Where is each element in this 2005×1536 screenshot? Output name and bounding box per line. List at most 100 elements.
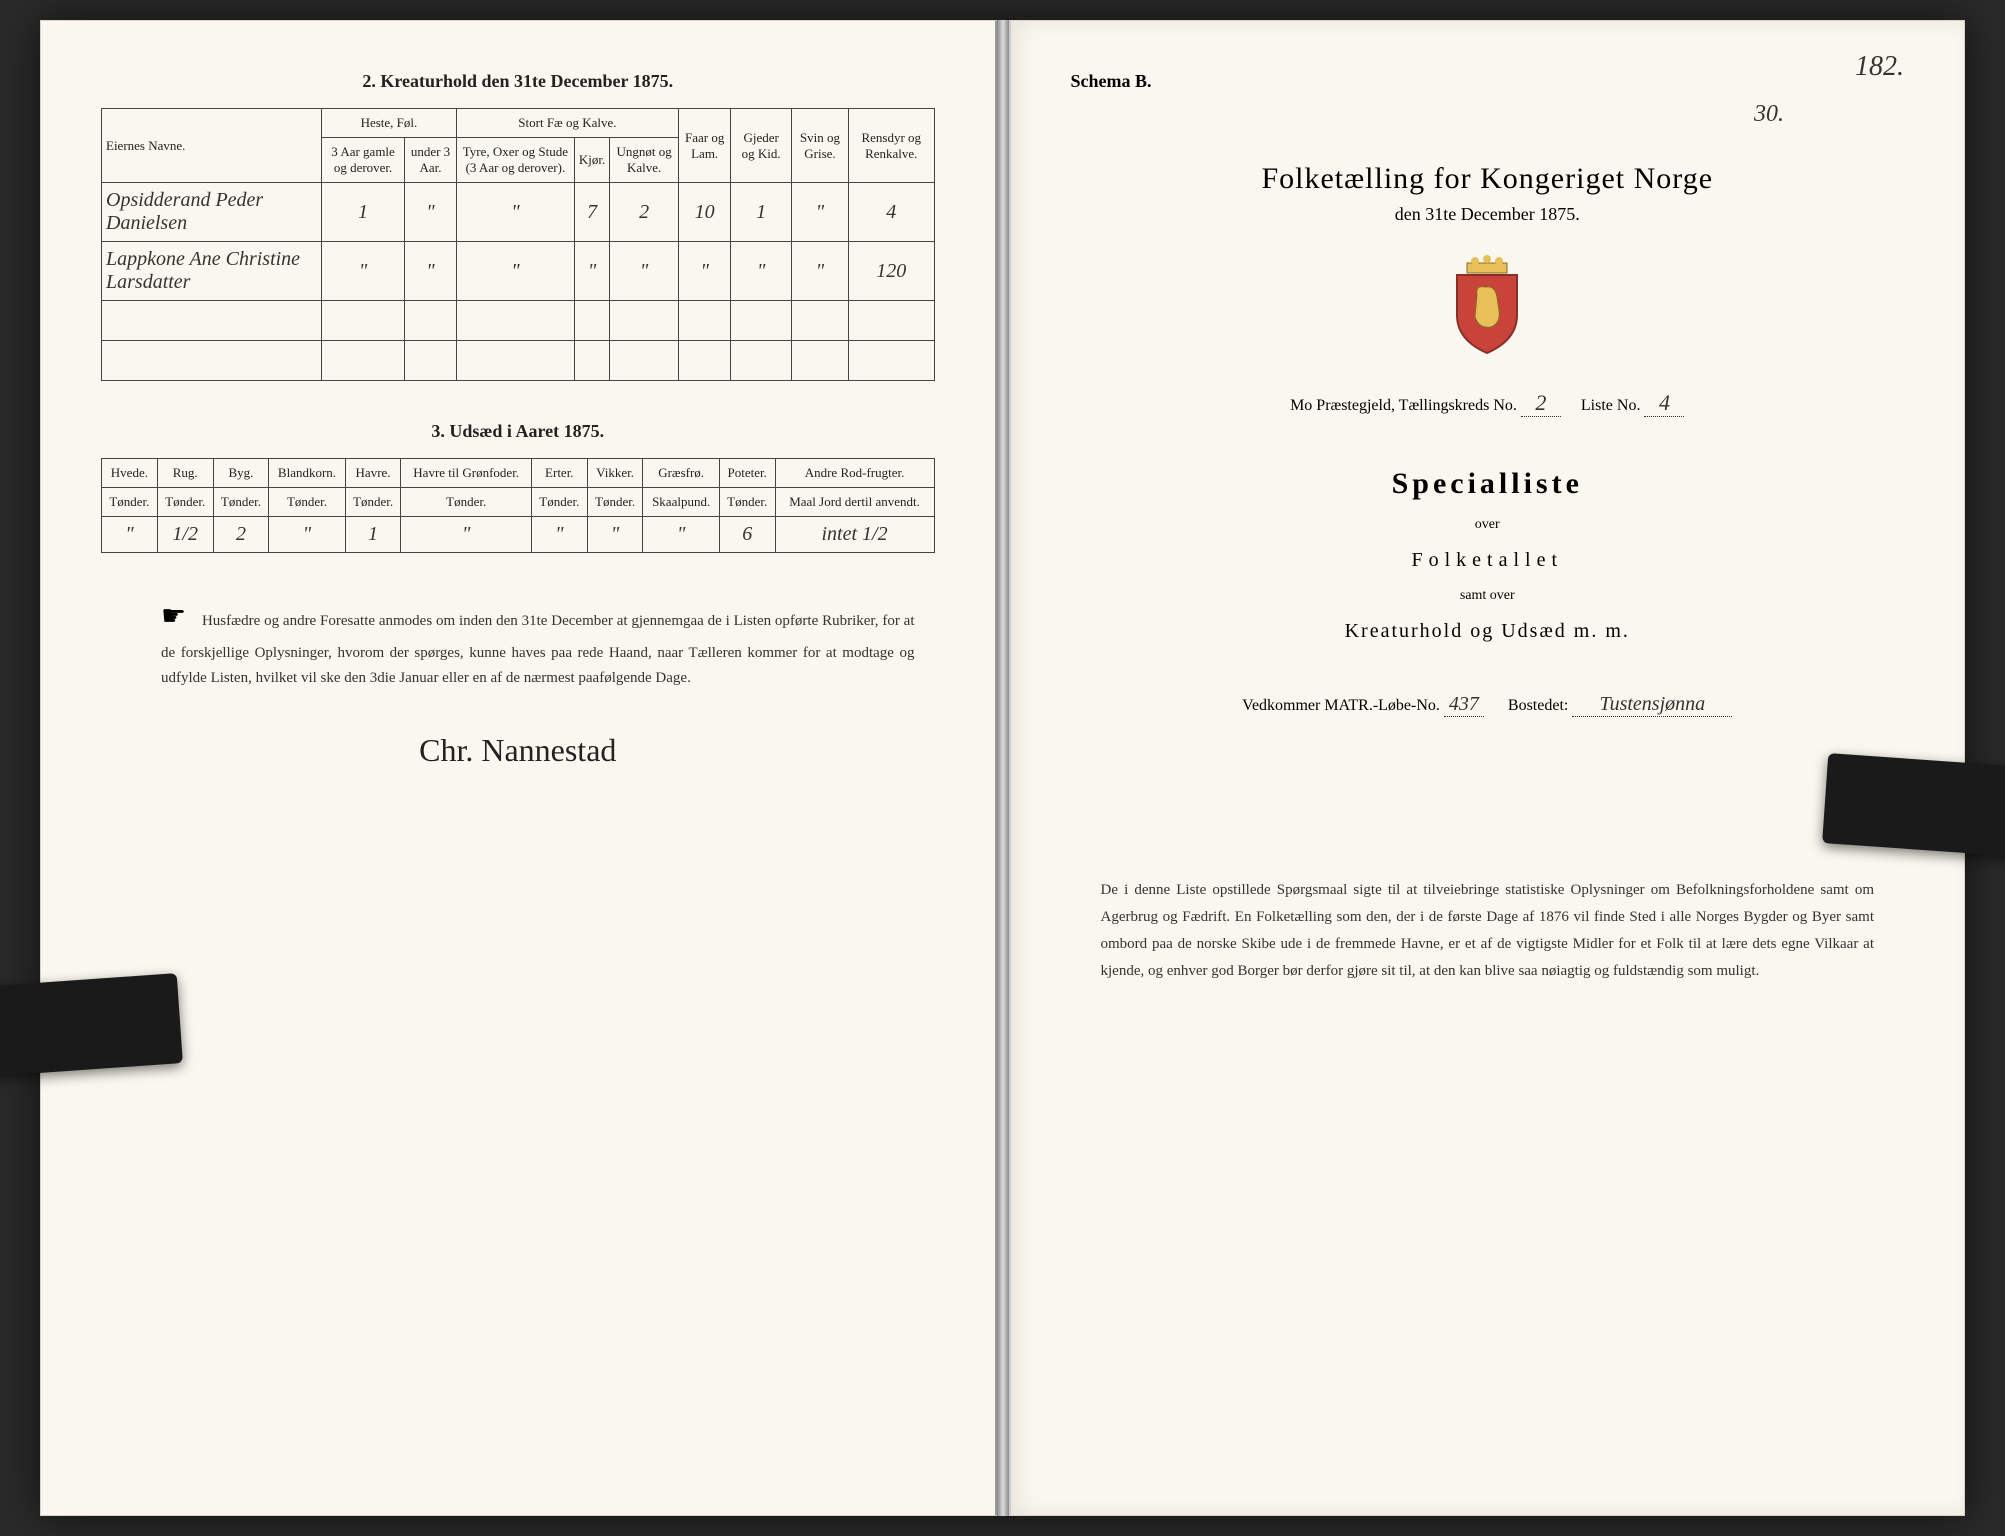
col-heste-under3: under 3 Aar.	[405, 138, 457, 183]
cell: "	[791, 242, 848, 301]
matr-no: 437	[1444, 693, 1484, 717]
cell: 4	[849, 183, 935, 242]
body-paragraph: De i denne Liste opstillede Spørgsmaal s…	[1101, 877, 1875, 985]
table-row: Lappkone Ane Christine Larsdatter " " " …	[102, 242, 935, 301]
empty-row	[102, 341, 935, 381]
col-havre: Havre.	[345, 459, 401, 488]
cell: 2	[213, 517, 269, 553]
col-fae-kjor: Kjør.	[574, 138, 609, 183]
cell: "	[531, 517, 587, 553]
cell: 120	[849, 242, 935, 301]
cell: 7	[574, 183, 609, 242]
specialliste-heading: Specialliste	[1071, 467, 1905, 501]
udsaed-table: Hvede. Rug. Byg. Blandkorn. Havre. Havre…	[101, 458, 935, 553]
unit: Tønder.	[719, 488, 775, 517]
cell: 1	[731, 183, 792, 242]
right-page: Schema B. 182. 30. Folketælling for Kong…	[1009, 20, 1966, 1516]
folketallet-heading: Folketallet	[1071, 549, 1905, 572]
census-date: den 31te December 1875.	[1071, 204, 1905, 225]
col-fae-ungnot: Ungnøt og Kalve.	[610, 138, 679, 183]
cell: "	[401, 517, 531, 553]
cell: "	[405, 183, 457, 242]
liste-no: 4	[1644, 390, 1684, 417]
vedkommer-label: Vedkommer MATR.-Løbe-No.	[1242, 697, 1440, 714]
unit: Tønder.	[269, 488, 345, 517]
unit: Tønder.	[401, 488, 531, 517]
kreaturhold-table: Eiernes Navne. Heste, Føl. Stort Fæ og K…	[101, 108, 935, 381]
cell: "	[678, 242, 730, 301]
col-erter: Erter.	[531, 459, 587, 488]
district-line: Mo Præstegjeld, Tællingskreds No. 2 List…	[1071, 390, 1905, 417]
liste-label: Liste No.	[1581, 397, 1641, 414]
bosted-label: Bostedet:	[1508, 697, 1568, 714]
section2-title: 2. Kreaturhold den 31te December 1875.	[101, 71, 935, 92]
schema-label: Schema B.	[1071, 71, 1905, 92]
unit: Tønder.	[213, 488, 269, 517]
prefix: Mo Præstegjeld, Tællingskreds No.	[1290, 397, 1517, 414]
unit: Tønder.	[531, 488, 587, 517]
left-page: 2. Kreaturhold den 31te December 1875. E…	[40, 20, 997, 1516]
binder-clip-icon	[1822, 753, 2005, 857]
colgroup-heste: Heste, Føl.	[322, 109, 457, 138]
census-title: Folketælling for Kongeriget Norge	[1071, 162, 1905, 196]
col-gjeder: Gjeder og Kid.	[731, 109, 792, 183]
cell: intet 1/2	[775, 517, 934, 553]
coat-of-arms-icon	[1071, 255, 1905, 360]
col-byg: Byg.	[213, 459, 269, 488]
cell: 1/2	[157, 517, 213, 553]
book-spine	[997, 20, 1009, 1516]
cell: "	[791, 183, 848, 242]
note-text: Husfædre og andre Foresatte anmodes om i…	[161, 613, 915, 686]
empty-row	[102, 301, 935, 341]
unit: Maal Jord dertil anvendt.	[775, 488, 934, 517]
instruction-note: ☛ Husfædre og andre Foresatte anmodes om…	[161, 593, 915, 692]
col-heste-3aar: 3 Aar gamle og derover.	[322, 138, 405, 183]
signature-block: Chr. Nannestad	[101, 732, 935, 769]
page-number-182: 182.	[1855, 51, 1904, 83]
col-rodfrugter: Andre Rod-frugter.	[775, 459, 934, 488]
cell: "	[731, 242, 792, 301]
col-svin: Svin og Grise.	[791, 109, 848, 183]
unit: Tønder.	[157, 488, 213, 517]
kreds-no: 2	[1521, 390, 1561, 417]
owner-name: Lappkone Ane Christine Larsdatter	[102, 242, 322, 301]
section3-title: 3. Udsæd i Aaret 1875.	[101, 421, 935, 442]
cell: 2	[610, 183, 679, 242]
table-row: Opsidderand Peder Danielsen 1 " " 7 2 10…	[102, 183, 935, 242]
owner-name: Opsidderand Peder Danielsen	[102, 183, 322, 242]
pointing-hand-icon: ☛	[161, 601, 186, 632]
cell: "	[456, 242, 574, 301]
cell: 1	[322, 183, 405, 242]
cell: "	[643, 517, 719, 553]
colgroup-fae: Stort Fæ og Kalve.	[456, 109, 678, 138]
cell: 6	[719, 517, 775, 553]
unit: Tønder.	[345, 488, 401, 517]
col-havre-gron: Havre til Grønfoder.	[401, 459, 531, 488]
cell: 1	[345, 517, 401, 553]
page-number-30: 30.	[1754, 101, 1784, 128]
unit: Skaalpund.	[643, 488, 719, 517]
open-book: 2. Kreaturhold den 31te December 1875. E…	[40, 20, 1965, 1516]
col-rug: Rug.	[157, 459, 213, 488]
col-vikker: Vikker.	[587, 459, 643, 488]
cell: "	[610, 242, 679, 301]
table-row: " 1/2 2 " 1 " " " " 6 intet 1/2	[102, 517, 935, 553]
cell: "	[322, 242, 405, 301]
col-rensdyr: Rensdyr og Renkalve.	[849, 109, 935, 183]
cell: "	[456, 183, 574, 242]
over-label: over	[1071, 517, 1905, 533]
col-graesfro: Græsfrø.	[643, 459, 719, 488]
col-blandkorn: Blandkorn.	[269, 459, 345, 488]
unit: Tønder.	[587, 488, 643, 517]
matr-line: Vedkommer MATR.-Løbe-No. 437 Bostedet: T…	[1071, 693, 1905, 717]
bosted-value: Tustensjønna	[1572, 693, 1732, 717]
cell: "	[102, 517, 158, 553]
cell: "	[587, 517, 643, 553]
col-eiernes-navne: Eiernes Navne.	[102, 109, 322, 183]
cell: "	[574, 242, 609, 301]
col-poteter: Poteter.	[719, 459, 775, 488]
col-fae-tyre: Tyre, Oxer og Stude (3 Aar og derover).	[456, 138, 574, 183]
col-faar: Faar og Lam.	[678, 109, 730, 183]
samt-label: samt over	[1071, 588, 1905, 604]
binder-clip-icon	[0, 973, 183, 1077]
